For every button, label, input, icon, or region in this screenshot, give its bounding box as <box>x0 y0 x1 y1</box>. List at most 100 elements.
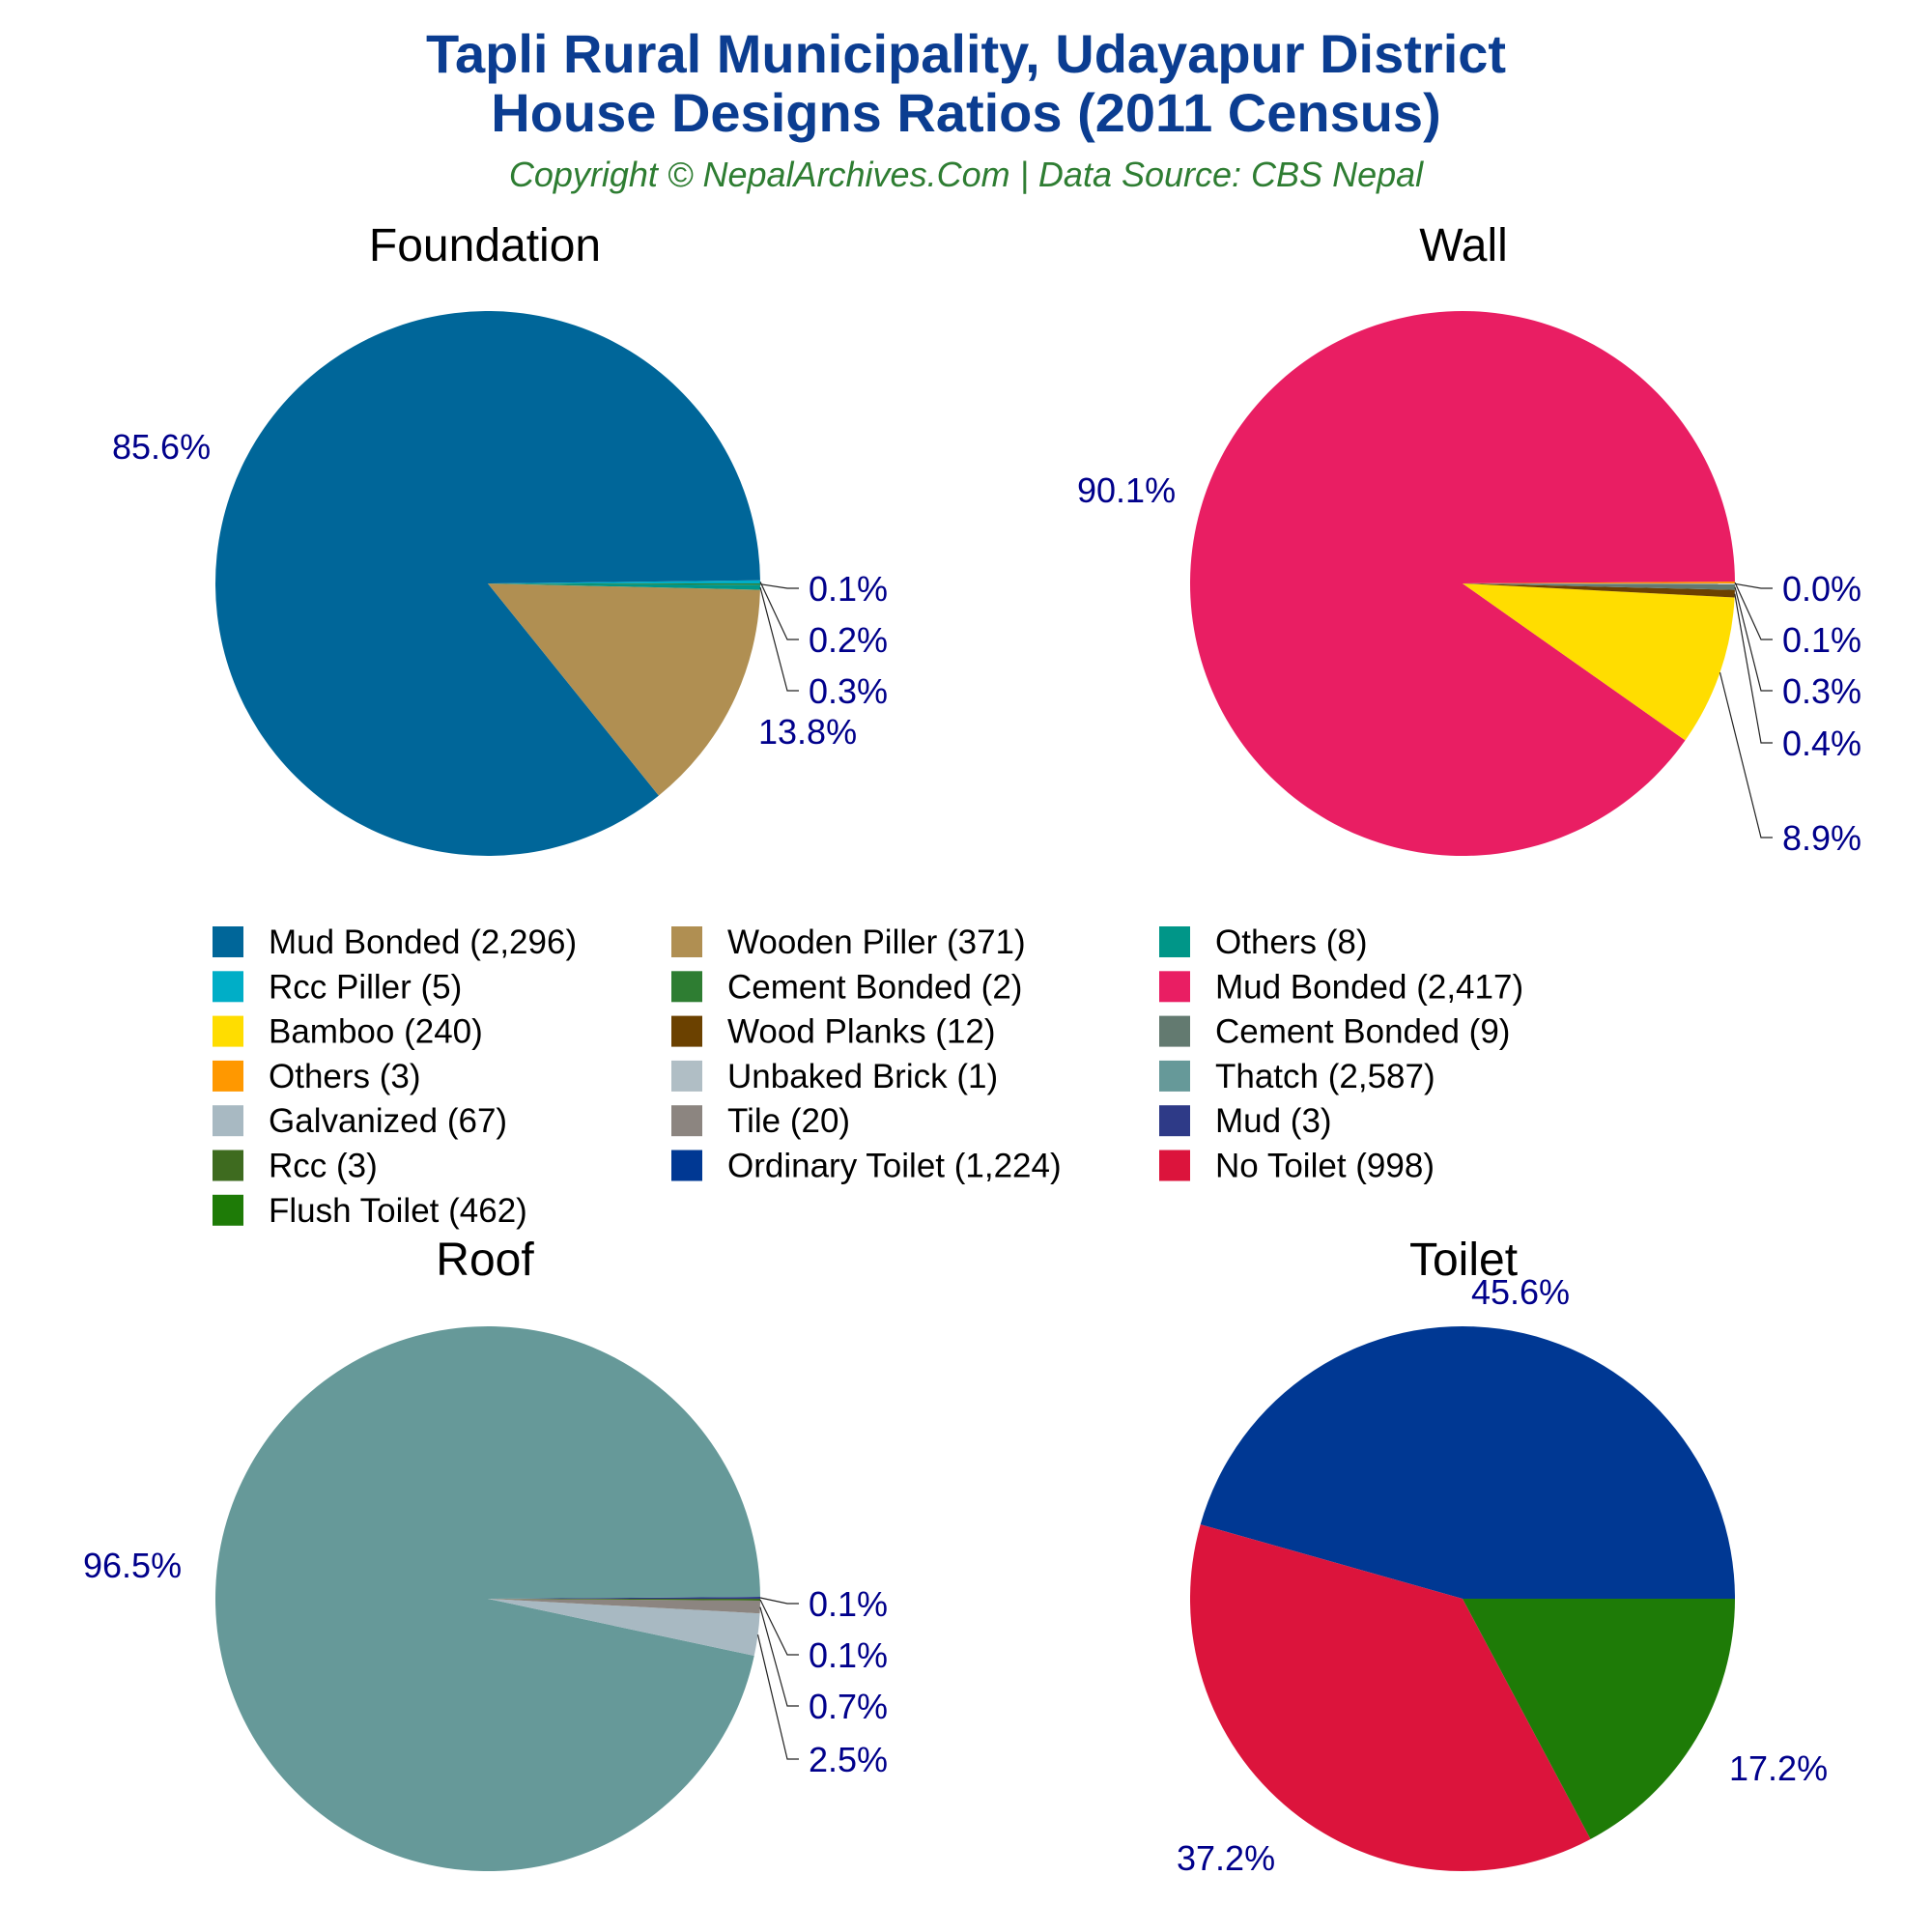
pct-label-wall-cement-bonded: 0.3% <box>1782 671 1861 711</box>
leader-line-foundation-others <box>759 586 799 692</box>
pie-slice-wall-wood-planks <box>1463 583 1735 598</box>
pct-label-roof-mud: 0.1% <box>809 1584 888 1624</box>
legend-item-tile-20: Tile (20) <box>671 1102 850 1140</box>
pie-slice-wall-unbaked-brick <box>1463 583 1736 584</box>
pct-label-wall-wood-planks: 0.4% <box>1782 724 1861 763</box>
legend-item-wood-planks-12: Wood Planks (12) <box>671 1013 996 1051</box>
pie-slice-roof-rcc <box>488 1599 760 1601</box>
chart-title-line2: House Designs Ratios (2011 Census) <box>491 82 1440 143</box>
legend-swatch <box>671 1150 702 1181</box>
legend-swatch <box>213 1105 243 1137</box>
leader-line-roof-tile <box>759 1606 799 1707</box>
legend-label: Mud (3) <box>1215 1102 1332 1140</box>
pct-label-toilet-flush-toilet: 17.2% <box>1729 1748 1828 1788</box>
pct-label-foundation-rcc-piller: 0.2% <box>809 620 888 660</box>
legend-label: Others (3) <box>269 1058 421 1095</box>
legend-label: Ordinary Toilet (1,224) <box>727 1148 1062 1185</box>
legend-item-ordinary-toilet-1-224: Ordinary Toilet (1,224) <box>671 1148 1062 1185</box>
pie-slice-wall-bamboo <box>1463 583 1735 741</box>
pie-slice-foundation-mud-bonded <box>214 311 760 857</box>
pct-label-foundation-others: 0.3% <box>809 671 888 711</box>
pie-foundation: Foundation 0.2% 85.6% 13.8%0.3% 0.1% <box>112 220 888 857</box>
legend-swatch <box>671 1015 702 1047</box>
pie-slice-foundation-others <box>488 583 760 590</box>
pie-slice-wall-mud-bonded <box>1189 311 1735 857</box>
legend-swatch <box>1159 1105 1190 1137</box>
legend-swatch <box>671 1105 702 1137</box>
pie-slice-foundation-wooden-piller <box>488 583 760 796</box>
legend-item-mud-bonded-2-417: Mud Bonded (2,417) <box>1159 968 1523 1006</box>
legend-swatch <box>213 971 243 1003</box>
pie-slice-toilet-flush-toilet <box>1463 1599 1735 1839</box>
leader-line-foundation-rcc-piller <box>759 582 799 640</box>
legend-swatch <box>1159 1015 1190 1047</box>
pct-label-roof-rcc: 0.1% <box>809 1635 888 1675</box>
pie-title-wall: Wall <box>1419 220 1508 271</box>
pct-label-roof-galvanized: 2.5% <box>809 1740 888 1779</box>
legend-label: Others (8) <box>1215 923 1368 961</box>
leader-line-wall-others <box>1734 582 1773 640</box>
legend-item-thatch-2-587: Thatch (2,587) <box>1159 1058 1435 1095</box>
legend-item-others-3: Others (3) <box>213 1058 421 1095</box>
pct-label-roof-thatch: 96.5% <box>83 1546 182 1585</box>
legend-label: Flush Toilet (462) <box>269 1192 527 1230</box>
legend-label: Bamboo (240) <box>269 1013 483 1051</box>
legend-item-cement-bonded-2: Cement Bonded (2) <box>671 968 1022 1006</box>
pie-slice-foundation-cement-bonded <box>488 583 761 585</box>
legend-swatch <box>213 1194 243 1226</box>
pct-label-foundation-cement-bonded: 0.1% <box>809 569 888 609</box>
legend-label: Wood Planks (12) <box>727 1013 996 1051</box>
leader-line-wall-cement-bonded <box>1734 586 1773 692</box>
pie-title-toilet: Toilet <box>1409 1235 1518 1286</box>
leader-line-roof-mud <box>759 1597 799 1605</box>
legend-swatch <box>671 971 702 1003</box>
legend-item-rcc-3: Rcc (3) <box>213 1148 378 1185</box>
legend-swatch <box>1159 1060 1190 1092</box>
pie-slice-foundation-rcc-piller <box>488 580 760 583</box>
legend-swatch <box>213 926 243 957</box>
pct-label-roof-tile: 0.7% <box>809 1687 888 1726</box>
pct-label-wall-others: 0.1% <box>1782 620 1861 660</box>
legend-swatch <box>671 926 702 957</box>
legend-label: Unbaked Brick (1) <box>727 1058 998 1095</box>
legend: Mud Bonded (2,296) Wooden Piller (371) Oth… <box>213 923 1523 1230</box>
leader-line-wall-bamboo <box>1719 671 1773 838</box>
leader-line-foundation-cement-bonded <box>759 583 799 589</box>
pct-label-wall-mud-bonded: 90.1% <box>1077 470 1176 510</box>
pie-slice-roof-tile <box>488 1599 760 1614</box>
legend-label: Wooden Piller (371) <box>727 923 1026 961</box>
legend-item-cement-bonded-9: Cement Bonded (9) <box>1159 1013 1510 1051</box>
pie-title-foundation: Foundation <box>369 220 601 271</box>
pct-label-foundation-mud-bonded: 85.6% <box>112 427 211 467</box>
legend-item-flush-toilet-462: Flush Toilet (462) <box>213 1192 527 1230</box>
legend-item-unbaked-brick-1: Unbaked Brick (1) <box>671 1058 998 1095</box>
pct-label-wall-unbaked-brick: 0.0% <box>1782 569 1861 609</box>
legend-item-others-8: Others (8) <box>1159 923 1368 961</box>
pie-wall: Wall 0.1% 90.1% 8.9% 0.4% 0.3% 0.0% <box>1077 220 1861 858</box>
leader-line-roof-galvanized <box>756 1634 799 1760</box>
legend-swatch <box>213 1060 243 1092</box>
legend-label: No Toilet (998) <box>1215 1148 1435 1185</box>
pct-label-toilet-no-toilet: 37.2% <box>1177 1838 1275 1878</box>
legend-item-wooden-piller-371: Wooden Piller (371) <box>671 923 1026 961</box>
chart-subtitle: Copyright © NepalArchives.Com | Data Sou… <box>509 155 1424 194</box>
legend-label: Mud Bonded (2,417) <box>1215 968 1523 1006</box>
pie-slice-wall-others <box>1463 582 1735 583</box>
legend-label: Galvanized (67) <box>269 1102 507 1140</box>
chart-title-line1: Tapli Rural Municipality, Udayapur Distr… <box>426 23 1506 84</box>
pct-label-foundation-wooden-piller: 13.8% <box>758 712 857 752</box>
leader-line-roof-rcc <box>759 1599 799 1656</box>
pie-slice-roof-galvanized <box>488 1599 760 1657</box>
legend-item-bamboo-240: Bamboo (240) <box>213 1013 483 1051</box>
leader-line-wall-wood-planks <box>1734 593 1773 744</box>
legend-item-mud-3: Mud (3) <box>1159 1102 1332 1140</box>
pie-charts: Foundation0.2%85.6%13.8%0.3%0.1%Wall0.1%… <box>83 220 1861 1878</box>
pie-slice-toilet-ordinary-toilet <box>1200 1325 1735 1599</box>
pie-slice-roof-thatch <box>214 1326 760 1872</box>
legend-label: Tile (20) <box>727 1102 850 1140</box>
leader-line-wall-unbaked-brick <box>1734 582 1773 589</box>
legend-swatch <box>1159 1150 1190 1181</box>
legend-label: Cement Bonded (9) <box>1215 1013 1510 1051</box>
pct-label-toilet-ordinary-toilet: 45.6% <box>1471 1272 1570 1312</box>
